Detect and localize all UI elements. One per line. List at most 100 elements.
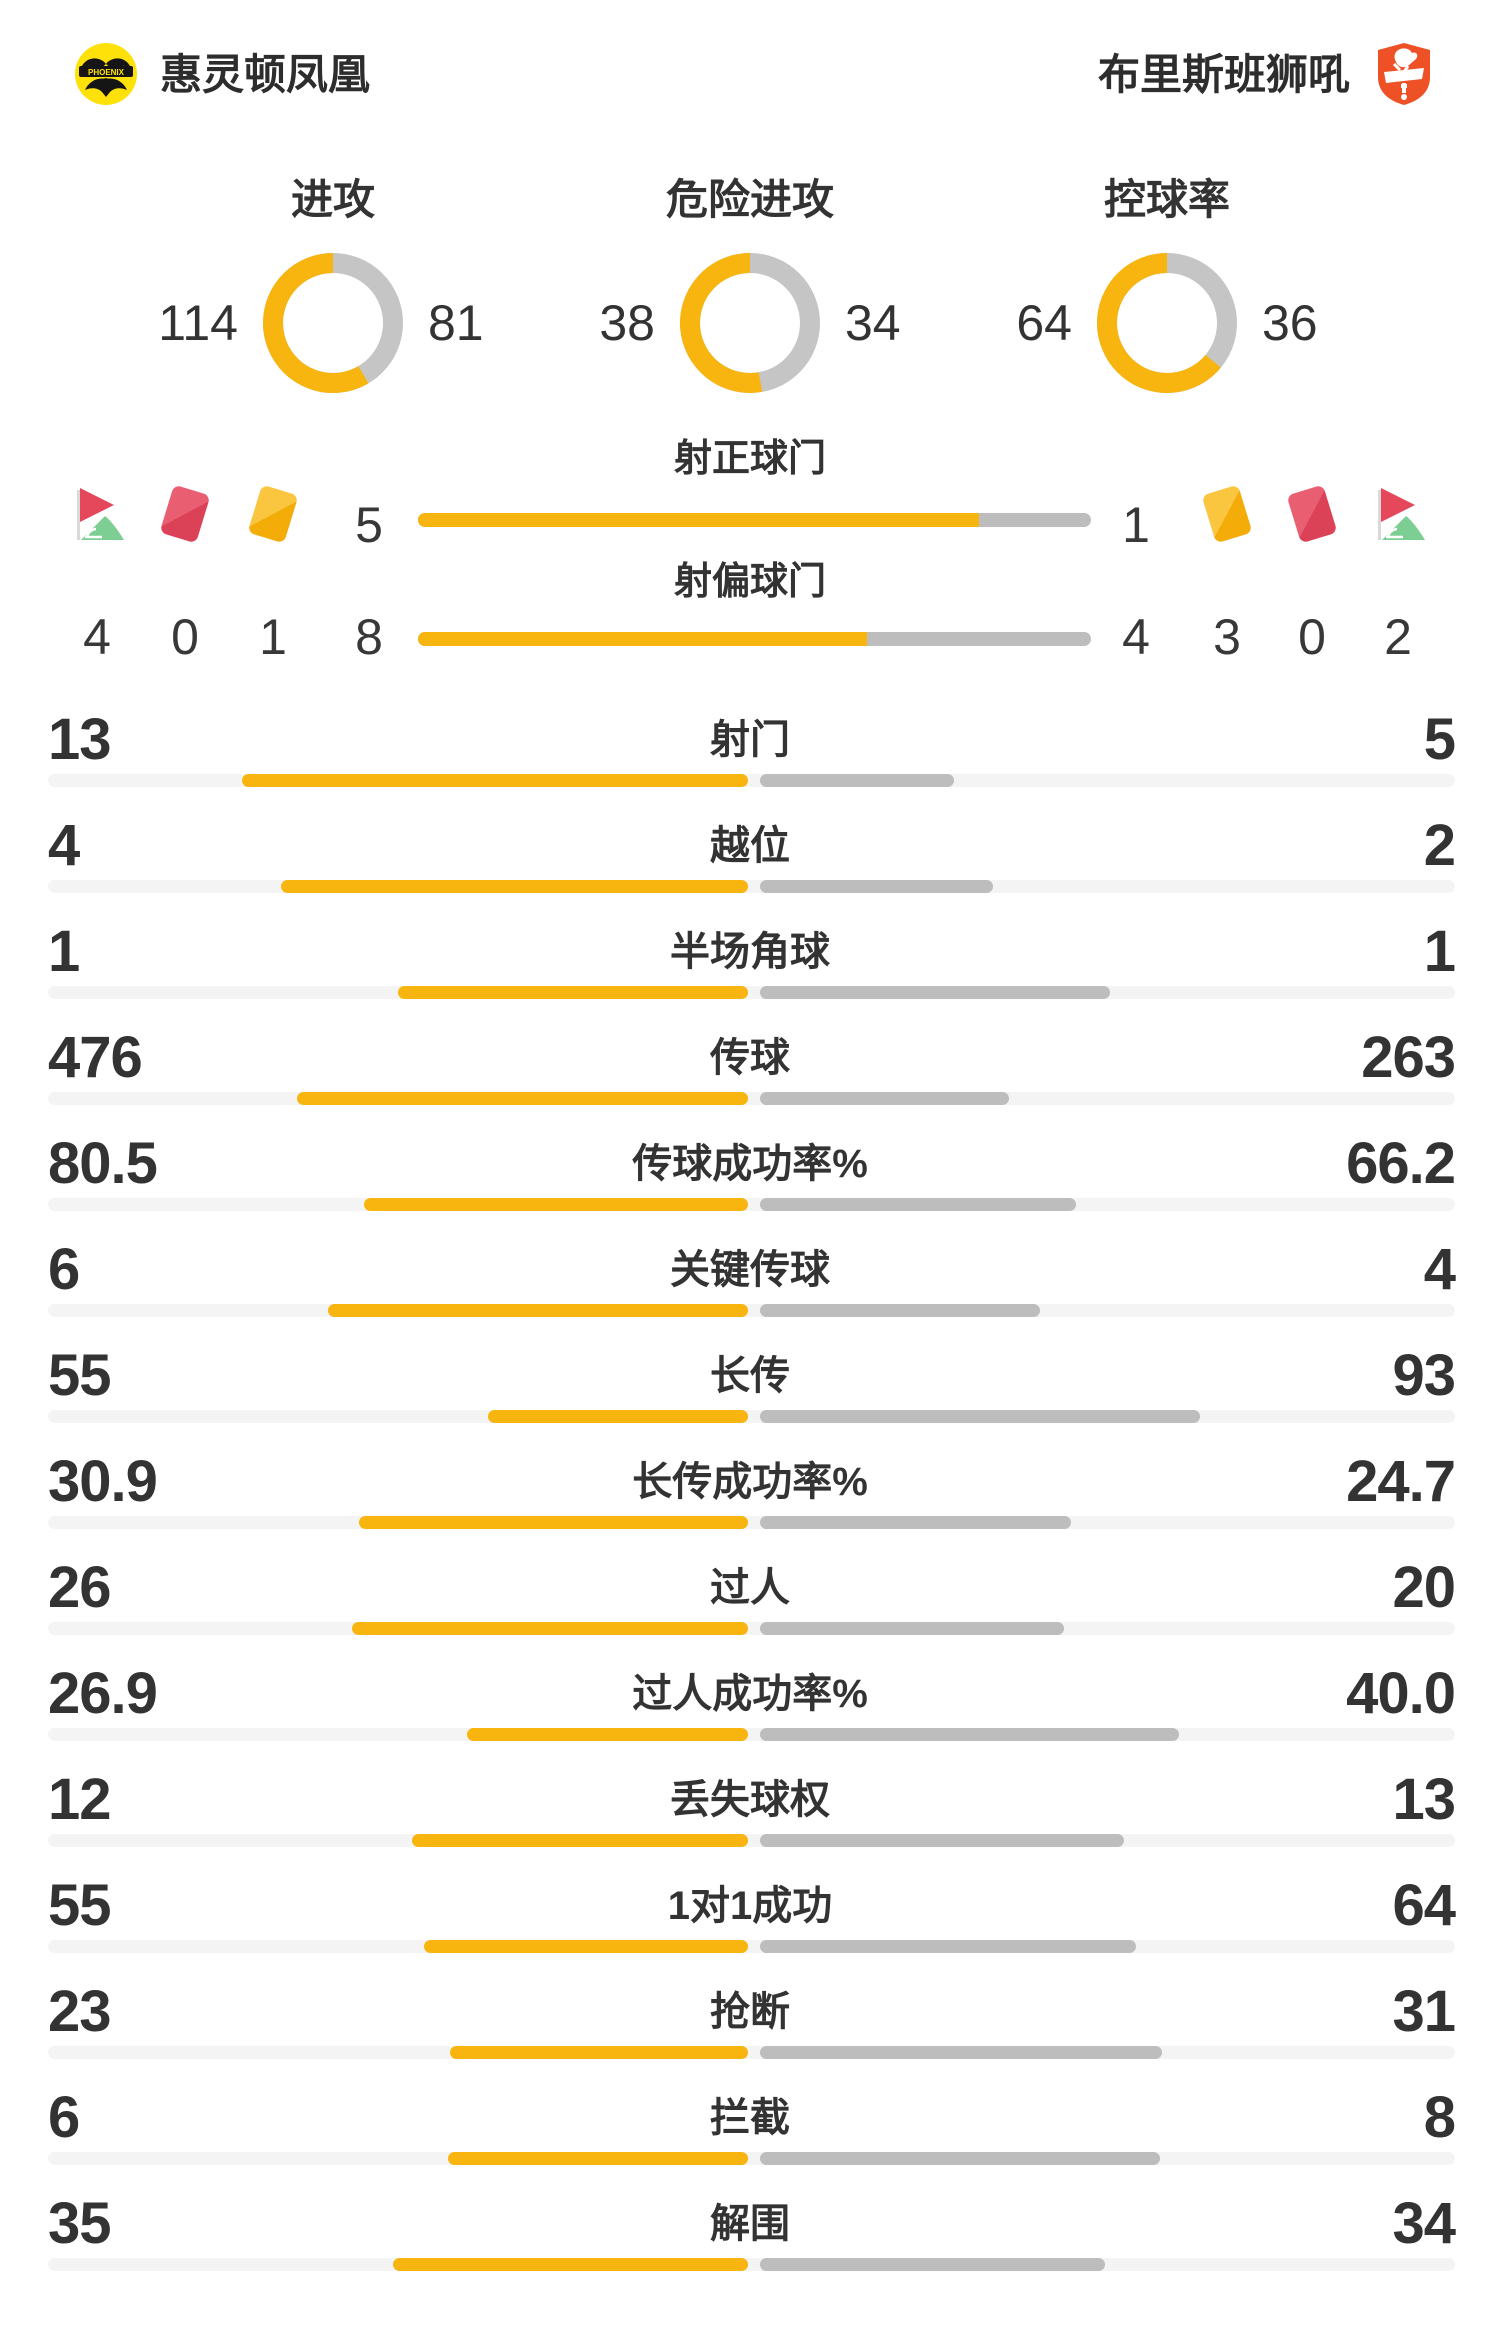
stat-track — [48, 1198, 1455, 1211]
stat-home-bar — [281, 880, 748, 893]
stat-away-bar — [760, 1410, 1200, 1423]
stat-home-value: 4 — [48, 813, 80, 878]
stat-away-value: 31 — [1392, 1979, 1456, 2044]
stat-home-value: 80.5 — [48, 1131, 158, 1196]
stat-home-bar — [328, 1304, 748, 1317]
stat-track — [48, 2046, 1455, 2059]
shots-off-target-bar — [418, 632, 1091, 646]
stat-home-value: 26 — [48, 1555, 112, 1620]
stat-home-value: 6 — [48, 2085, 80, 2150]
donut-away-value: 81 — [428, 295, 484, 351]
stat-home-value: 1 — [48, 919, 80, 984]
away-yellow-cards-count: 3 — [1213, 609, 1241, 665]
shots-on-target-home-fill — [418, 513, 979, 527]
stat-away-value: 64 — [1392, 1873, 1456, 1938]
away-corners-count: 2 — [1384, 609, 1412, 665]
svg-text:PHOENIX: PHOENIX — [88, 68, 125, 77]
stat-home-value: 55 — [48, 1873, 112, 1938]
stat-home-value: 13 — [48, 707, 112, 772]
stat-label: 传球 — [710, 1036, 790, 1080]
home-corners-count: 4 — [83, 609, 111, 665]
stat-away-value: 13 — [1392, 1767, 1456, 1832]
home-team-name: 惠灵顿凤凰 — [160, 51, 371, 98]
stat-away-value: 40.0 — [1346, 1661, 1456, 1726]
stat-home-bar — [424, 1940, 748, 1953]
stat-home-bar — [392, 2258, 748, 2271]
donut-home-value: 64 — [1016, 295, 1072, 351]
stat-home-bar — [448, 2152, 748, 2165]
stat-label: 过人 — [710, 1566, 790, 1610]
home-yellow-cards-count: 1 — [259, 609, 287, 665]
stat-away-bar — [760, 2046, 1162, 2059]
stat-label: 抢断 — [710, 1990, 790, 2034]
red-card-icon — [156, 484, 214, 547]
home-red-cards-count: 0 — [171, 609, 199, 665]
home-team-logo: PHOENIX — [75, 43, 137, 105]
stat-home-value: 476 — [48, 1025, 143, 1090]
donut-chart — [1097, 253, 1237, 393]
stat-away-value: 5 — [1423, 707, 1456, 772]
stat-home-bar — [466, 1728, 748, 1741]
stat-label: 过人成功率% — [632, 1672, 868, 1716]
away-team-name: 布里斯班狮吼 — [1097, 51, 1350, 98]
stat-label: 射门 — [710, 718, 790, 762]
stat-away-value: 34 — [1392, 2191, 1456, 2256]
stat-label: 长传 — [710, 1354, 790, 1398]
stat-home-bar — [363, 1198, 748, 1211]
donut-away-value: 36 — [1262, 295, 1318, 351]
stat-track — [48, 986, 1455, 999]
corner-flag-icon — [68, 485, 126, 547]
shots-off-target-home-fill — [418, 632, 867, 646]
stat-home-bar — [242, 774, 748, 787]
away-team-logo — [1378, 43, 1430, 105]
shots-off-target-home: 8 — [355, 609, 383, 665]
donut-title: 控球率 — [1103, 176, 1230, 223]
donut-title: 危险进攻 — [665, 176, 834, 223]
donut-group-attacks: 进攻 114 81 — [103, 176, 563, 406]
stat-away-bar — [760, 1834, 1124, 1847]
stat-rows-list: 13 射门 5 4 越位 2 1 半场角球 1 476 传球 263 80.5 传球成功率% 66.2 6 关键… — [0, 690, 1500, 2330]
stat-track — [48, 1622, 1455, 1635]
stat-away-bar — [760, 1304, 1040, 1317]
stat-away-bar — [760, 2258, 1105, 2271]
stat-track — [48, 1834, 1455, 1847]
stat-label: 1对1成功 — [667, 1884, 833, 1928]
stat-label: 拦截 — [710, 2096, 790, 2140]
stat-away-bar — [760, 2152, 1160, 2165]
stat-home-bar — [358, 1516, 748, 1529]
donut-title: 进攻 — [290, 176, 375, 223]
stat-away-bar — [760, 986, 1110, 999]
stat-away-value: 263 — [1361, 1025, 1456, 1090]
shots-off-target-title: 射偏球门 — [673, 561, 826, 603]
stat-away-value: 20 — [1392, 1555, 1456, 1620]
stat-home-value: 30.9 — [48, 1449, 158, 1514]
stat-label: 关键传球 — [670, 1248, 830, 1292]
stat-home-bar — [487, 1410, 748, 1423]
stat-home-bar — [398, 986, 748, 999]
stat-track — [48, 1728, 1455, 1741]
red-card-icon — [1283, 484, 1341, 547]
stat-track — [48, 880, 1455, 893]
stat-home-bar — [352, 1622, 748, 1635]
stat-track — [48, 1410, 1455, 1423]
stat-home-value: 26.9 — [48, 1661, 158, 1726]
donut-home-value: 114 — [158, 295, 238, 351]
donut-away-value: 34 — [845, 295, 901, 351]
stat-home-bar — [412, 1834, 748, 1847]
donut-home-value: 38 — [599, 295, 655, 351]
shots-on-target-title: 射正球门 — [673, 438, 826, 480]
stat-away-value: 2 — [1423, 813, 1456, 878]
shots-on-target-bar — [418, 513, 1091, 527]
corner-flag-icon — [1369, 485, 1427, 547]
stat-away-bar — [760, 1622, 1065, 1635]
stat-away-value: 24.7 — [1346, 1449, 1456, 1514]
shots-on-target-home: 5 — [355, 497, 383, 553]
shots-off-target-away: 4 — [1122, 609, 1150, 665]
donut-group-possession: 控球率 64 36 — [937, 176, 1397, 406]
stat-away-value: 66.2 — [1346, 1131, 1456, 1196]
stat-home-value: 35 — [48, 2191, 112, 2256]
stat-track — [48, 2258, 1455, 2271]
stat-track — [48, 1516, 1455, 1529]
stat-label: 越位 — [710, 824, 790, 868]
